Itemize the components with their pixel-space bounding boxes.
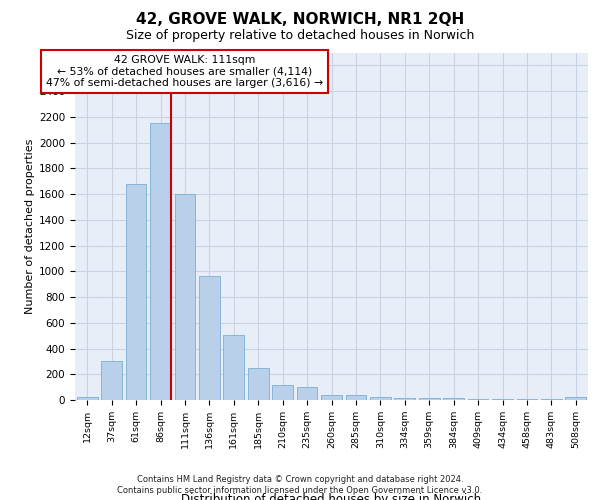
Bar: [346, 396, 367, 400]
Bar: [248, 368, 269, 400]
Bar: [150, 124, 171, 400]
Bar: [272, 384, 293, 400]
Bar: [419, 398, 440, 400]
Text: Contains HM Land Registry data © Crown copyright and database right 2024.: Contains HM Land Registry data © Crown c…: [137, 475, 463, 484]
Bar: [199, 276, 220, 400]
Bar: [77, 397, 98, 400]
Bar: [443, 398, 464, 400]
Bar: [541, 398, 562, 400]
X-axis label: Distribution of detached houses by size in Norwich: Distribution of detached houses by size …: [181, 492, 482, 500]
Text: Contains public sector information licensed under the Open Government Licence v3: Contains public sector information licen…: [118, 486, 482, 495]
Text: 42, GROVE WALK, NORWICH, NR1 2QH: 42, GROVE WALK, NORWICH, NR1 2QH: [136, 12, 464, 26]
Y-axis label: Number of detached properties: Number of detached properties: [25, 138, 35, 314]
Bar: [467, 398, 488, 400]
Bar: [175, 194, 196, 400]
Bar: [125, 184, 146, 400]
Text: 42 GROVE WALK: 111sqm
← 53% of detached houses are smaller (4,114)
47% of semi-d: 42 GROVE WALK: 111sqm ← 53% of detached …: [46, 54, 323, 88]
Bar: [394, 398, 415, 400]
Bar: [223, 335, 244, 400]
Bar: [321, 396, 342, 400]
Bar: [492, 398, 513, 400]
Bar: [101, 362, 122, 400]
Bar: [296, 387, 317, 400]
Bar: [370, 398, 391, 400]
Text: Size of property relative to detached houses in Norwich: Size of property relative to detached ho…: [126, 29, 474, 42]
Bar: [565, 397, 586, 400]
